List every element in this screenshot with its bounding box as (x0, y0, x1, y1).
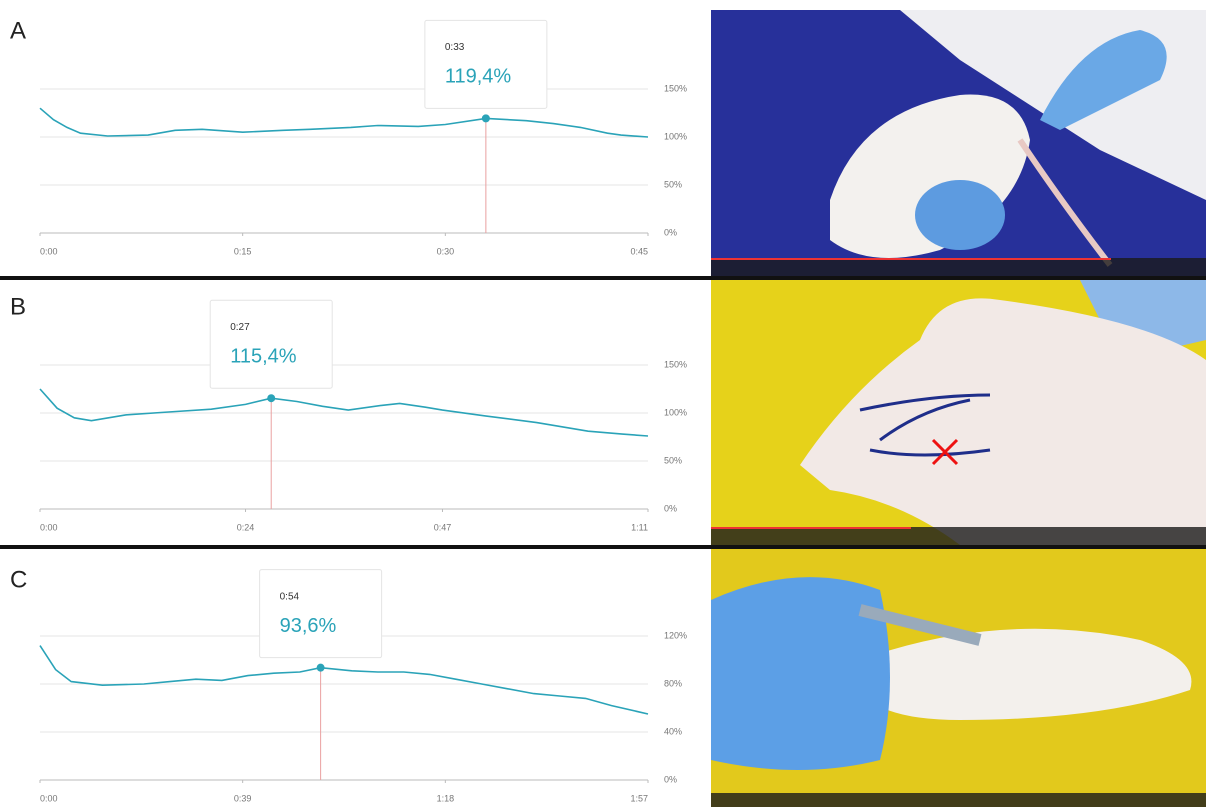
photo (711, 549, 1206, 807)
separator (0, 545, 1206, 549)
panel-label: B (10, 293, 26, 320)
tooltip-box (425, 20, 547, 108)
y-tick-label: 50% (664, 179, 682, 189)
hover-point (267, 394, 275, 402)
separator (0, 276, 1206, 280)
video-controls (711, 793, 1206, 807)
tooltip-time: 0:27 (230, 322, 250, 333)
x-tick-label: 0:24 (237, 522, 255, 532)
y-tick-label: 150% (664, 83, 687, 93)
y-tick-label: 50% (664, 455, 682, 465)
y-tick-label: 0% (664, 503, 677, 513)
tooltip-time: 0:33 (445, 42, 465, 53)
glove (915, 180, 1005, 250)
x-tick-label: 0:00 (40, 246, 58, 256)
tooltip-time: 0:54 (280, 591, 300, 602)
y-tick-label: 100% (664, 407, 687, 417)
x-tick-label: 1:11 (631, 522, 648, 532)
tooltip-value: 115,4% (230, 345, 297, 367)
y-tick-label: 0% (664, 774, 677, 784)
video-controls (711, 527, 1206, 545)
panel-label: C (10, 566, 27, 593)
progress-bar (711, 527, 911, 529)
hover-point (317, 664, 325, 672)
x-tick-label: 0:00 (40, 522, 58, 532)
tooltip-value: 93,6% (280, 615, 337, 637)
photo (711, 280, 1206, 545)
progress-bar (711, 258, 1111, 260)
x-tick-label: 0:39 (234, 793, 252, 803)
panel-label: A (10, 17, 26, 44)
hover-point (482, 114, 490, 122)
photo (711, 10, 1206, 276)
x-tick-label: 0:15 (234, 246, 252, 256)
video-controls (711, 258, 1206, 276)
y-tick-label: 100% (664, 131, 687, 141)
tooltip-box (210, 300, 332, 388)
y-tick-label: 40% (664, 726, 682, 736)
x-tick-label: 1:57 (630, 793, 648, 803)
x-tick-label: 1:18 (437, 793, 455, 803)
x-tick-label: 0:47 (434, 522, 452, 532)
y-tick-label: 80% (664, 678, 682, 688)
x-tick-label: 0:30 (437, 246, 455, 256)
y-tick-label: 0% (664, 227, 677, 237)
y-tick-label: 120% (664, 630, 687, 640)
tooltip-box (260, 570, 382, 658)
x-tick-label: 0:45 (630, 246, 648, 256)
tooltip-value: 119,4% (445, 66, 512, 88)
figure: A 0% 50% 100% 150% 0:00 0:15 0:30 0:45 0:33 119,4%… (0, 0, 1206, 807)
y-tick-label: 150% (664, 359, 687, 369)
x-tick-label: 0:00 (40, 793, 58, 803)
